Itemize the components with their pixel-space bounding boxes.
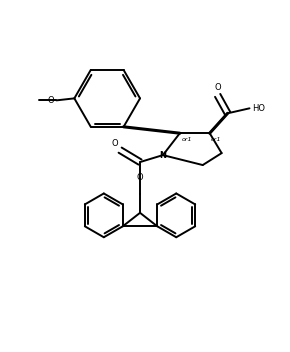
Text: HO: HO — [253, 104, 265, 113]
Text: or1: or1 — [211, 137, 221, 142]
Text: O: O — [48, 96, 55, 105]
Text: N: N — [160, 151, 166, 159]
Text: O: O — [111, 139, 118, 148]
Text: O: O — [137, 174, 143, 182]
Text: or1: or1 — [182, 137, 192, 142]
Text: O: O — [214, 83, 221, 93]
